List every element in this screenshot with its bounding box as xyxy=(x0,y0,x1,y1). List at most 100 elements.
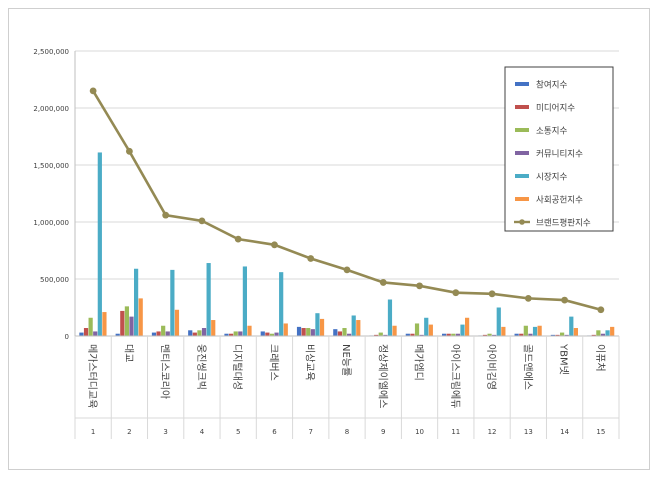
y-tick-label: 2,500,000 xyxy=(33,48,69,56)
bar xyxy=(501,326,506,336)
bar xyxy=(310,329,315,336)
legend-label: 시장지수 xyxy=(536,172,567,183)
legend-swatch xyxy=(515,82,529,86)
legend-swatch xyxy=(515,197,529,201)
bar xyxy=(383,334,388,336)
x-rank-label: 8 xyxy=(345,428,349,436)
bar xyxy=(596,330,601,336)
legend-swatch xyxy=(515,128,529,132)
bar xyxy=(537,325,542,336)
bar xyxy=(138,298,143,336)
bar xyxy=(283,323,288,336)
bar xyxy=(460,324,465,336)
bar xyxy=(301,328,306,336)
x-category-label: 멘티스코리아 xyxy=(159,344,171,399)
bar xyxy=(260,331,265,336)
bar xyxy=(569,316,574,336)
bar xyxy=(170,269,175,336)
x-category-label: 아이비김영 xyxy=(485,344,497,390)
x-rank-label: 14 xyxy=(560,428,569,436)
bar xyxy=(419,334,424,336)
bar xyxy=(605,330,610,336)
chart-frame: 0 500,000 1,000,000 1,500,000 2,000,000 2,500… xyxy=(8,8,650,470)
bar xyxy=(424,317,429,336)
bar xyxy=(88,317,93,336)
bar xyxy=(206,263,211,336)
bar-series xyxy=(79,152,615,336)
bar xyxy=(306,328,311,336)
bar xyxy=(410,333,415,336)
line-point xyxy=(307,255,315,262)
bar xyxy=(265,332,270,336)
x-category-label: 정상제이엘에스 xyxy=(376,344,389,408)
x-category-label: 이퓨처 xyxy=(594,344,606,372)
legend-point-swatch xyxy=(519,219,525,225)
legend-label: 소통지수 xyxy=(536,127,567,137)
x-rank-label: 10 xyxy=(415,428,424,436)
bar xyxy=(319,318,325,336)
bar xyxy=(610,326,615,336)
x-category-label: 골드앤에스 xyxy=(521,344,533,390)
line-point xyxy=(452,289,460,297)
bar xyxy=(392,325,397,336)
bar xyxy=(455,333,460,336)
line-point xyxy=(162,211,170,219)
x-category-label: 디지털대성 xyxy=(231,344,243,390)
bar xyxy=(296,326,302,336)
x-category-label: 웅진씽크빅 xyxy=(195,344,207,390)
bar xyxy=(120,310,125,336)
bar xyxy=(201,328,207,336)
bar xyxy=(165,331,170,336)
bar xyxy=(442,333,447,336)
line-point xyxy=(379,279,387,286)
bar xyxy=(211,320,216,336)
bar xyxy=(238,331,243,336)
bar xyxy=(151,332,157,336)
bar xyxy=(519,333,524,336)
x-category-label: 아이스크림에듀 xyxy=(449,344,461,408)
x-category-label: YBM넷 xyxy=(558,343,570,375)
bar xyxy=(555,334,560,336)
bar xyxy=(242,266,247,336)
bar xyxy=(591,334,596,336)
bar xyxy=(560,332,565,336)
x-rank-label: 6 xyxy=(272,428,277,436)
bar xyxy=(428,324,433,336)
bar xyxy=(523,325,528,336)
line-point xyxy=(488,290,496,298)
bar xyxy=(279,272,284,336)
bar xyxy=(174,309,180,336)
x-rank-label: 15 xyxy=(596,428,605,436)
bar xyxy=(224,333,229,336)
y-tick-label: 1,500,000 xyxy=(33,162,69,170)
bar xyxy=(342,328,347,336)
bar xyxy=(274,332,279,336)
bar xyxy=(496,307,501,336)
bar xyxy=(102,312,107,336)
brand-reputation-chart: 0 500,000 1,000,000 1,500,000 2,000,000 2,500… xyxy=(33,48,620,439)
bar xyxy=(247,325,252,336)
legend-label: 커뮤니티지수 xyxy=(536,149,583,160)
x-rank-label: 3 xyxy=(163,428,167,436)
bar xyxy=(374,334,379,336)
x-category-label: 메가엠디 xyxy=(413,344,425,381)
line-point xyxy=(126,147,133,155)
bar xyxy=(337,331,342,336)
bar xyxy=(487,333,492,336)
bar xyxy=(93,331,98,336)
x-rank-label: 4 xyxy=(200,428,205,436)
x-rank-label: 11 xyxy=(451,428,460,436)
bar xyxy=(528,333,533,336)
legend-swatch xyxy=(515,174,529,178)
bar xyxy=(269,333,275,336)
y-tick-label: 2,000,000 xyxy=(33,105,69,113)
bar xyxy=(115,333,120,336)
x-rank-label: 1 xyxy=(91,428,95,436)
bar xyxy=(532,326,538,336)
x-category-label: NE능률 xyxy=(340,344,352,376)
bar xyxy=(156,331,161,336)
bar xyxy=(387,299,393,336)
total-line-series xyxy=(89,87,605,314)
bar xyxy=(492,334,497,336)
